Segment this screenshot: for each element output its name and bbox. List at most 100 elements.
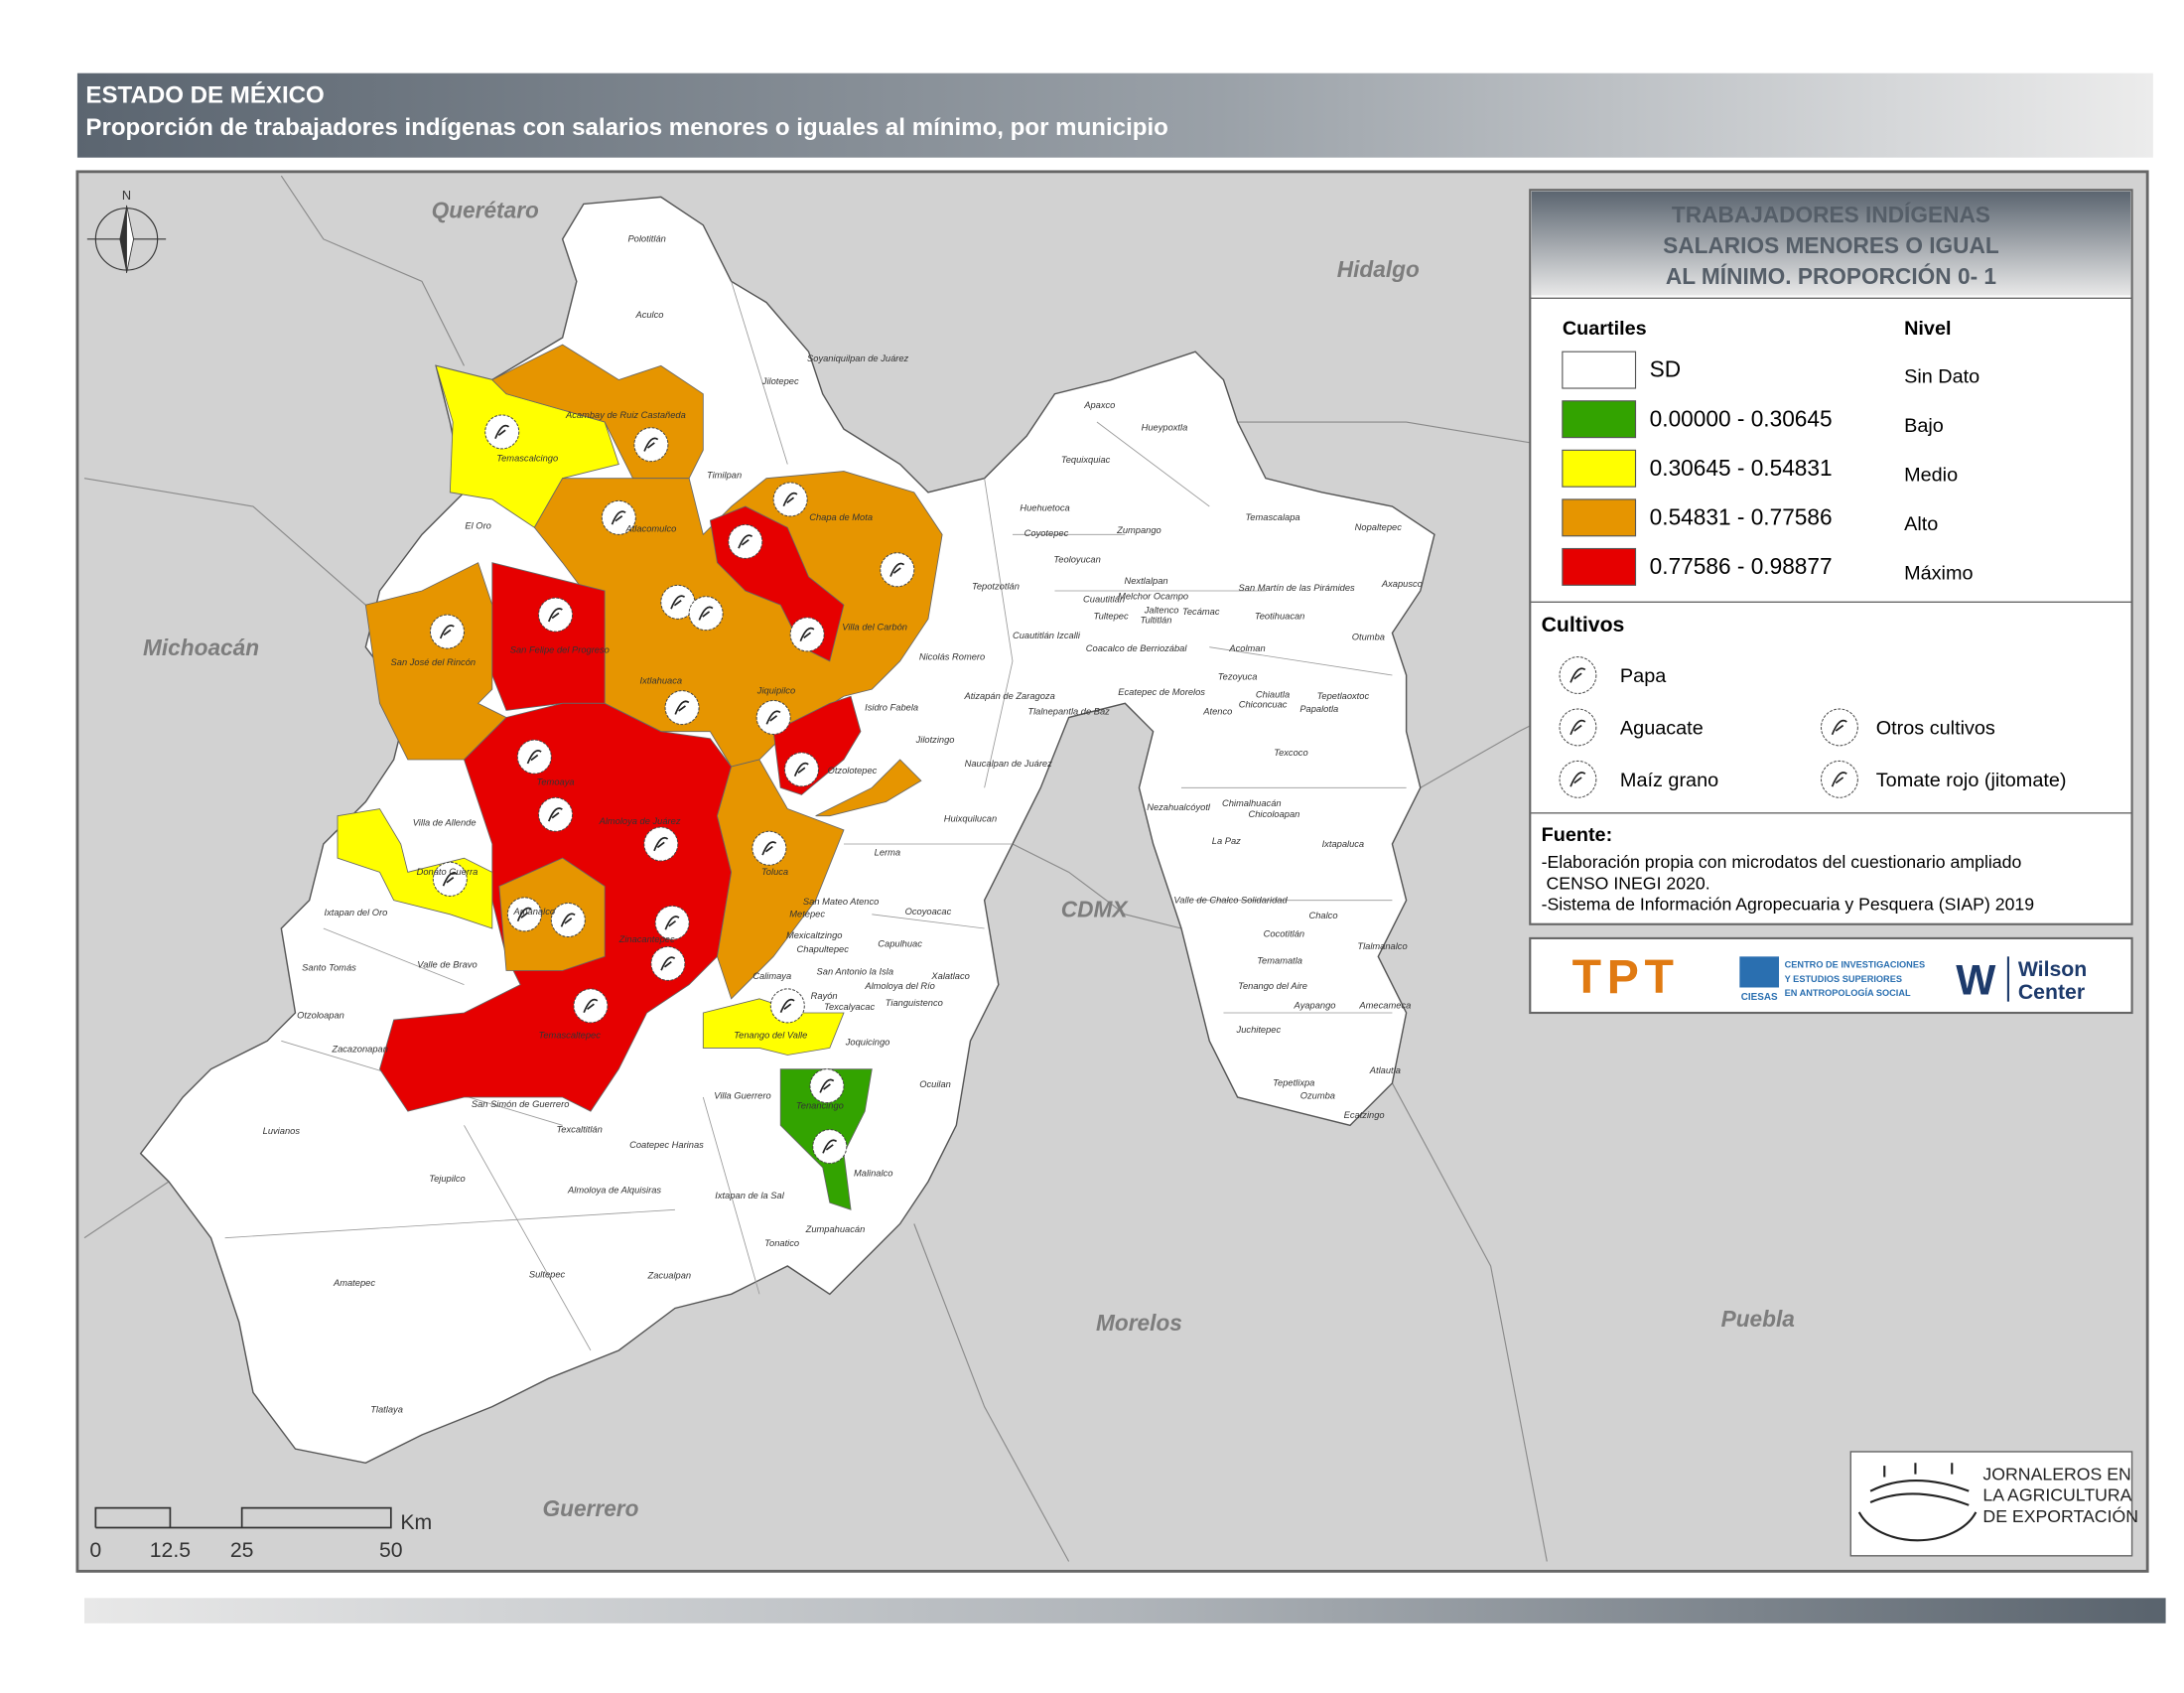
scale-tick-label: 12.5	[150, 1538, 191, 1562]
municipality-label: Jiquipilco	[756, 685, 795, 695]
legend-swatch	[1563, 401, 1636, 438]
municipality-label: Cuautitlán	[1083, 594, 1125, 604]
source-line: CENSO INEGI 2020.	[1542, 873, 1710, 893]
neighbor-label: CDMX	[1061, 897, 1130, 922]
scale-unit: Km	[400, 1510, 432, 1534]
municipality-label: Tlalnepantla de Baz	[1027, 707, 1110, 717]
municipality-label: Aculco	[634, 310, 663, 320]
legend-nivel: Máximo	[1904, 563, 1973, 585]
source-line: -Sistema de Información Agropecuaria y P…	[1542, 895, 2035, 915]
municipality-label: Tianguistenco	[886, 998, 943, 1008]
municipality-label: Tlatlaya	[370, 1404, 403, 1414]
municipality-label: Apaxco	[1083, 400, 1115, 410]
legend-swatch	[1563, 352, 1636, 388]
municipality-label: San Mateo Atenco	[803, 897, 879, 907]
header-subtitle: Proporción de trabajadores indígenas con…	[85, 114, 1167, 141]
legend-cultivo: Maíz grano	[1620, 770, 1718, 791]
scale-tick-label: 25	[230, 1538, 254, 1562]
municipality-label: Coatepec Harinas	[629, 1140, 704, 1150]
legend-cuartiles-label: Cuartiles	[1563, 318, 1647, 340]
municipality-label: Tenango del Valle	[734, 1030, 807, 1040]
municipality-label: Donato Guerra	[417, 867, 478, 877]
logo-jornaleros: LA AGRICULTURA	[1982, 1485, 2131, 1505]
municipality-label: Joquicingo	[845, 1038, 890, 1048]
municipality-label: Acolman	[1228, 643, 1265, 653]
municipality-label: Temascalcingo	[496, 454, 558, 464]
municipality-label: Almoloya de Juárez	[599, 816, 681, 826]
municipality-label: San José del Rincón	[391, 657, 477, 667]
municipality-label: Almoloya de Alquisiras	[567, 1185, 661, 1195]
source-label: Fuente:	[1542, 824, 1613, 846]
legend-nivel-label: Nivel	[1904, 318, 1951, 340]
municipality-label: Santo Tomás	[302, 962, 356, 972]
municipality-label: Chimalhuacán	[1222, 798, 1282, 808]
municipality-label: Chapultepec	[797, 944, 850, 954]
municipality-label: Jilotzingo	[915, 735, 955, 745]
municipality-label: Hueypoxtla	[1142, 423, 1188, 433]
scale-tick-label: 50	[379, 1538, 403, 1562]
legend-cultivo: Otros cultivos	[1876, 718, 1995, 740]
municipality-label: Coyotepec	[1024, 528, 1069, 538]
municipality-label: Villa del Carbón	[842, 623, 907, 633]
municipality-label: Amanalco	[513, 907, 555, 917]
legend-range: 0.00000 - 0.30645	[1650, 405, 1833, 431]
logo-wilson: Center	[2018, 980, 2085, 1004]
logo-ciesas-mark	[1739, 956, 1779, 987]
municipality-label: Juchitepec	[1236, 1025, 1282, 1035]
municipality-label: Tejupilco	[429, 1174, 465, 1184]
municipality-label: Chiautla	[1256, 690, 1290, 700]
municipality-label: Tepetlixpa	[1273, 1078, 1314, 1088]
municipality-label: Zacazonapan	[331, 1045, 388, 1055]
municipality-label: Valle de Bravo	[417, 960, 477, 970]
legend-swatch	[1563, 499, 1636, 536]
municipality-label: Temascalapa	[1245, 512, 1299, 522]
municipality-label: Teotihuacan	[1255, 611, 1304, 621]
legend-swatch	[1563, 450, 1636, 487]
municipality-label: Zumpahuacán	[805, 1224, 866, 1234]
municipality-label: Sultepec	[529, 1269, 566, 1279]
legend-nivel: Alto	[1904, 513, 1938, 535]
municipality-label: Villa de Allende	[413, 818, 477, 828]
municipality-label: Atizapán de Zaragoza	[963, 691, 1054, 701]
municipality-label: Otzoloapan	[297, 1011, 344, 1021]
municipality-label: San Antonio la Isla	[817, 967, 893, 977]
municipality-label: Atlautla	[1369, 1065, 1401, 1075]
municipality-label: Papalotla	[1299, 704, 1338, 714]
municipality-label: Temamatla	[1257, 955, 1302, 965]
legend-range: 0.30645 - 0.54831	[1650, 455, 1833, 481]
municipality-label: Atenco	[1202, 707, 1232, 717]
municipality-label: Atlacomulco	[624, 524, 676, 534]
municipality-label: Chapa de Mota	[809, 512, 873, 522]
municipality-label: Tlalmanalco	[1357, 941, 1407, 951]
municipality-label: Tecámac	[1182, 607, 1220, 617]
municipality-label: Chiconcuac	[1239, 700, 1288, 710]
municipality-label: Zinacantepec	[618, 934, 675, 944]
legend-cultivo: Papa	[1620, 665, 1667, 687]
legend-nivel: Medio	[1904, 465, 1958, 487]
municipality-label: Nopaltepec	[1355, 522, 1403, 532]
legend-nivel: Sin Dato	[1904, 365, 1979, 387]
municipality-label: Ocoyoacac	[905, 907, 952, 917]
municipality-label: Timilpan	[707, 471, 742, 481]
neighbor-label: Hidalgo	[1337, 256, 1420, 282]
municipality-label: Acambay de Ruiz Castañeda	[565, 410, 686, 420]
municipality-label: Cocotitlán	[1264, 928, 1304, 938]
municipality-label: Nicolás Romero	[919, 651, 985, 661]
municipality-label: Lerma	[875, 847, 900, 857]
municipality-label: Xalatlaco	[930, 971, 969, 981]
municipality-label: Malinalco	[854, 1168, 892, 1178]
municipality-label: Polotitlán	[627, 234, 665, 244]
municipality-label: Axapusco	[1381, 579, 1423, 589]
logo-jornaleros: JORNALEROS EN	[1982, 1464, 2130, 1483]
municipality-label: Texcaltitlán	[556, 1124, 602, 1134]
municipality-label: Tenango del Aire	[1238, 981, 1307, 991]
municipality-label: Amecameca	[1358, 1001, 1411, 1011]
municipality-label: Zumpango	[1116, 525, 1161, 535]
municipality-label: Soyaniquilpan de Juárez	[807, 353, 908, 363]
municipality-label: Calimaya	[752, 971, 791, 981]
municipality-label: Ecatepec de Morelos	[1118, 687, 1205, 697]
logo-ciesas-short: CIESAS	[1741, 992, 1778, 1003]
municipality-label: San Felipe del Progreso	[510, 644, 610, 654]
municipality-label: Tepetlaoxtoc	[1317, 691, 1370, 701]
neighbor-label: Morelos	[1096, 1310, 1182, 1336]
